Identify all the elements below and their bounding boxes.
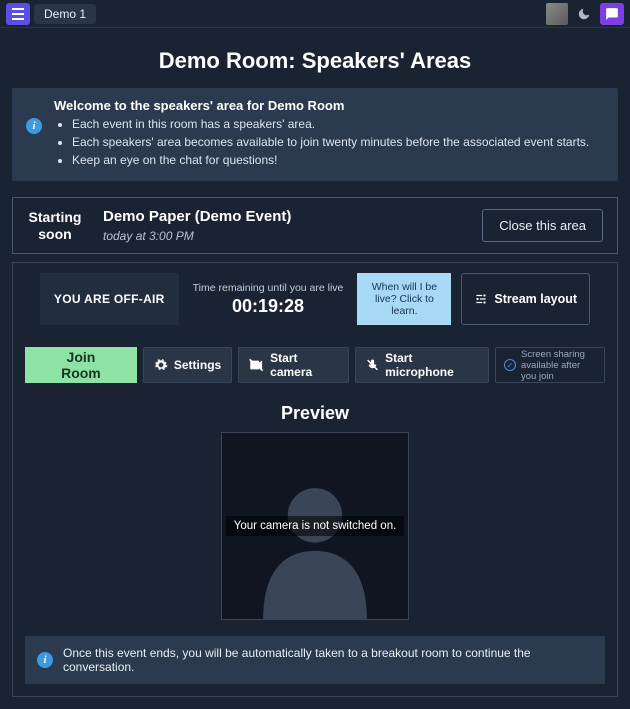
starting-soon-label: Startingsoon: [27, 209, 83, 243]
info-icon: i: [37, 652, 53, 668]
welcome-bullet: Each speakers' area becomes available to…: [72, 133, 604, 151]
camera-off-message: Your camera is not switched on.: [226, 516, 405, 536]
close-area-button[interactable]: Close this area: [482, 209, 603, 242]
offair-indicator: YOU ARE OFF-AIR: [40, 273, 179, 325]
sliders-icon: [474, 292, 488, 306]
camera-preview: Your camera is not switched on.: [221, 432, 409, 620]
mic-off-icon: [366, 358, 379, 372]
live-hint-button[interactable]: When will I be live? Click to learn.: [357, 273, 451, 325]
chat-icon: [605, 7, 619, 21]
topbar: Demo 1: [0, 0, 630, 28]
user-avatar[interactable]: [546, 3, 568, 25]
time-remaining-label: Time remaining until you are live: [193, 282, 344, 294]
event-name: Demo Paper (Demo Event): [103, 208, 462, 225]
stream-layout-button[interactable]: Stream layout: [461, 273, 590, 325]
time-remaining: Time remaining until you are live 00:19:…: [189, 273, 348, 325]
settings-button[interactable]: Settings: [143, 347, 232, 383]
join-room-button[interactable]: Join Room: [25, 347, 137, 383]
moon-icon: [577, 7, 591, 21]
welcome-title: Welcome to the speakers' area for Demo R…: [54, 98, 604, 113]
main-panel: YOU ARE OFF-AIR Time remaining until you…: [12, 262, 618, 697]
start-microphone-button[interactable]: Start microphone: [355, 347, 489, 383]
screen-share-hint: ✓ Screen sharing available after you joi…: [495, 347, 605, 383]
check-icon: ✓: [504, 359, 516, 371]
preview-title: Preview: [25, 403, 605, 424]
time-remaining-value: 00:19:28: [193, 296, 344, 317]
event-time: today at 3:00 PM: [103, 229, 462, 243]
event-bar: Startingsoon Demo Paper (Demo Event) tod…: [12, 197, 618, 254]
page-title: Demo Room: Speakers' Areas: [12, 48, 618, 74]
chat-button[interactable]: [600, 3, 624, 25]
menu-button[interactable]: [6, 3, 30, 25]
footer-text: Once this event ends, you will be automa…: [63, 646, 593, 674]
welcome-bullet: Each event in this room has a speakers' …: [72, 115, 604, 133]
camera-off-icon: [249, 358, 264, 372]
dark-mode-toggle[interactable]: [572, 3, 596, 25]
info-icon: i: [26, 118, 42, 134]
welcome-bullet: Keep an eye on the chat for questions!: [72, 151, 604, 169]
workspace-tab[interactable]: Demo 1: [34, 4, 96, 24]
person-silhouette-icon: [245, 469, 385, 619]
footer-info: i Once this event ends, you will be auto…: [25, 636, 605, 684]
start-camera-button[interactable]: Start camera: [238, 347, 349, 383]
gear-icon: [154, 358, 168, 372]
welcome-panel: i Welcome to the speakers' area for Demo…: [12, 88, 618, 181]
